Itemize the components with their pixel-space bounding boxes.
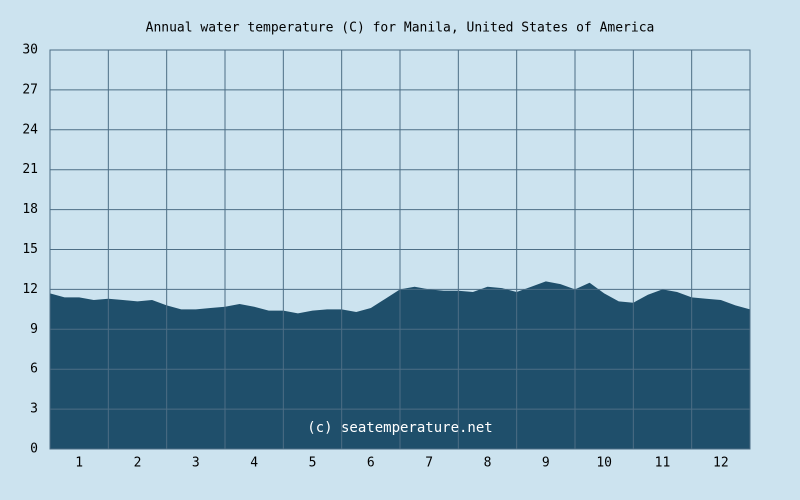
y-tick-label: 21	[22, 162, 38, 177]
y-tick-label: 3	[30, 402, 38, 417]
y-tick-label: 27	[22, 82, 38, 97]
x-tick-label: 4	[250, 456, 258, 471]
y-tick-label: 30	[22, 43, 38, 58]
x-tick-label: 2	[134, 456, 142, 471]
y-tick-label: 15	[22, 242, 38, 257]
x-tick-label: 1	[75, 456, 83, 471]
chart-title: Annual water temperature (C) for Manila,…	[146, 21, 655, 36]
y-tick-label: 6	[30, 362, 38, 377]
x-tick-label: 11	[655, 456, 671, 471]
x-tick-label: 7	[425, 456, 433, 471]
x-tick-label: 12	[713, 456, 729, 471]
y-tick-label: 0	[30, 442, 38, 457]
watermark: (c) seatemperature.net	[307, 420, 492, 436]
x-tick-label: 8	[484, 456, 492, 471]
y-tick-label: 18	[22, 202, 38, 217]
y-tick-label: 9	[30, 322, 38, 337]
x-tick-label: 10	[596, 456, 612, 471]
x-tick-label: 3	[192, 456, 200, 471]
plot-border	[49, 49, 751, 450]
x-tick-label: 9	[542, 456, 550, 471]
y-tick-label: 24	[22, 122, 38, 137]
x-tick-label: 5	[309, 456, 317, 471]
x-tick-label: 6	[367, 456, 375, 471]
y-tick-label: 12	[22, 282, 38, 297]
